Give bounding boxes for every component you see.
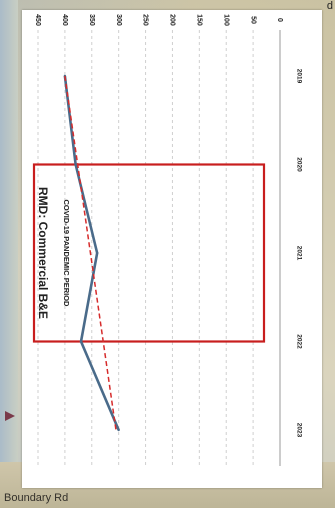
y-tick-label: 0 [276,18,283,22]
y-tick-label: 200 [169,14,176,26]
chart-title: RMD: Commercial B&E [36,187,50,319]
x-tick-label: 2022 [295,334,302,349]
y-tick-label: 100 [222,14,229,26]
chart-card: 0 50 100 150 200 250 300 350 400 450 2019 2020 2021 2… [22,10,322,488]
map-pin-icon [5,411,15,421]
x-tick-label: 2023 [295,423,302,438]
y-tick-label: 450 [34,14,41,26]
annotation-label: COVID-19 PANDEMIC PERIOD [62,200,71,308]
y-tick-label: 150 [195,14,202,26]
chart-svg: 0 50 100 150 200 250 300 350 400 450 2019 2020 2021 2… [32,14,302,466]
x-tick-label: 2020 [295,157,302,172]
pandemic-highlight-box [32,163,266,343]
y-tick-label: 400 [61,14,68,26]
y-tick-label: 300 [115,14,122,26]
series-point [79,340,83,343]
series-point [117,428,120,432]
map-corner-label: d [326,0,333,12]
x-tick-label: 2021 [295,246,302,261]
y-tick-label: 50 [249,16,256,24]
series-point [95,251,99,255]
trend-line [64,75,117,431]
y-tick-label: 350 [88,14,95,26]
y-tick-label: 250 [142,14,149,26]
series-point [74,163,77,166]
x-tick-label: 2019 [295,69,302,84]
map-river [0,0,18,508]
road-label: Boundary Rd [4,492,69,504]
